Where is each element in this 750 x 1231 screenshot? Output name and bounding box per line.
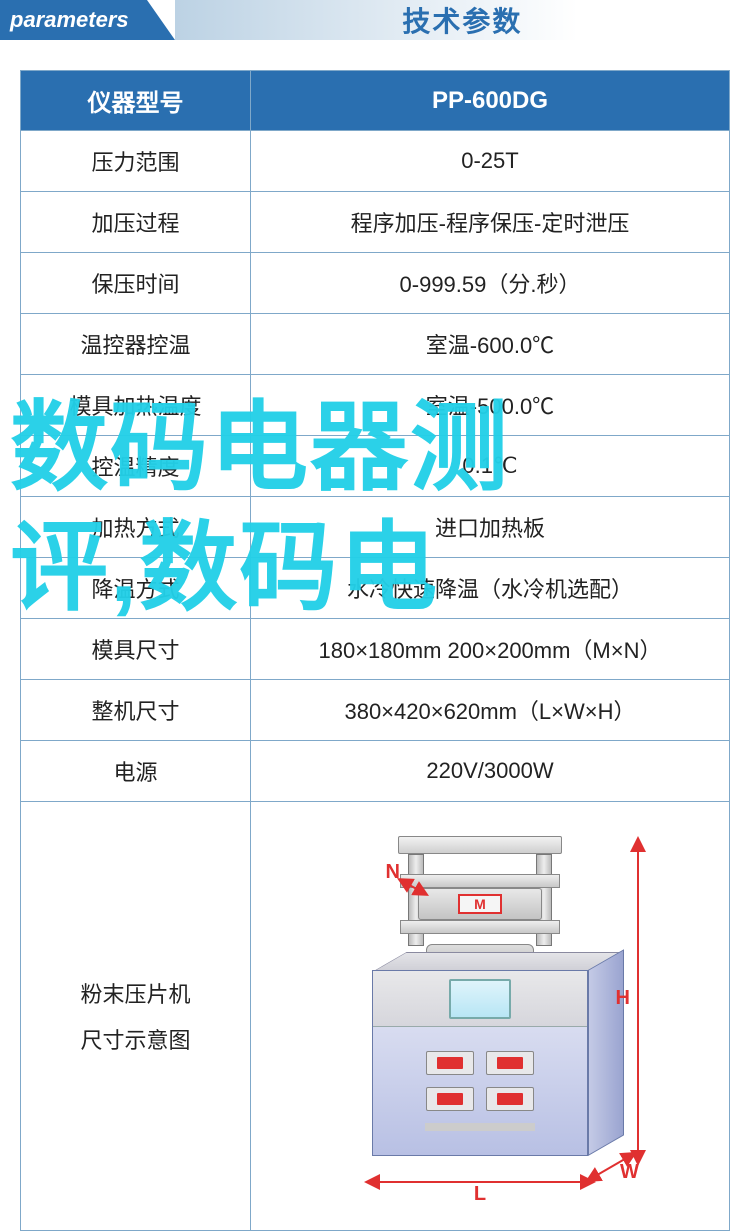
table-header-row: 仪器型号 PP-600DG [21, 71, 730, 131]
header-bar: parameters 技术参数 [0, 0, 750, 40]
diagram-caption-2: 尺寸示意图 [27, 1023, 244, 1055]
dim-l: L [474, 1183, 486, 1205]
table-row: 加压过程程序加压-程序保压-定时泄压 [21, 192, 730, 253]
dim-w: W [620, 1161, 639, 1183]
header-gradient: 技术参数 [175, 0, 750, 40]
machine-screen [449, 979, 511, 1019]
table-row: 控温精度0.1℃ [21, 436, 730, 497]
dim-n: N [386, 861, 400, 883]
table-row: 整机尺寸380×420×620mm（L×W×H） [21, 680, 730, 741]
table-row: 降温方式水冷快速降温（水冷机选配） [21, 558, 730, 619]
header-en: parameters [0, 0, 147, 40]
diagram-label-cell: 粉末压片机 尺寸示意图 [21, 802, 251, 1231]
table-row: 温控器控温室温-600.0℃ [21, 314, 730, 375]
table-row: 压力范围0-25T [21, 131, 730, 192]
diagram-cell: M [251, 802, 730, 1231]
header-right: PP-600DG [251, 71, 730, 131]
table-row: 电源220V/3000W [21, 741, 730, 802]
header-triangle [147, 0, 175, 40]
header-left: 仪器型号 [21, 71, 251, 131]
table-row: 模具加热温度室温-500.0℃ [21, 375, 730, 436]
spec-table: 仪器型号 PP-600DG 压力范围0-25T 加压过程程序加压-程序保压-定时… [20, 70, 730, 1231]
table-row: 模具尺寸180×180mm 200×200mm（M×N） [21, 619, 730, 680]
table-row: 保压时间0-999.59（分.秒） [21, 253, 730, 314]
machine-illustration: M [330, 826, 650, 1206]
table-row: 加热方式进口加热板 [21, 497, 730, 558]
header-cn: 技术参数 [402, 0, 522, 40]
diagram-row: 粉末压片机 尺寸示意图 M [21, 802, 730, 1231]
diagram-caption-1: 粉末压片机 [27, 977, 244, 1009]
dim-m-badge: M [458, 894, 502, 914]
